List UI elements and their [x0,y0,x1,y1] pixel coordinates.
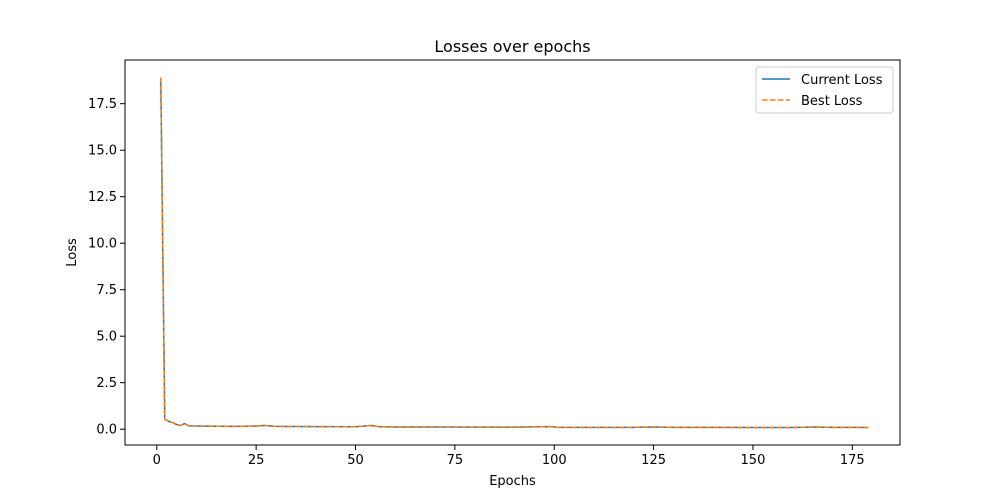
legend-label-current-loss: Current Loss [801,73,883,88]
y-axis-label: Loss [65,238,80,267]
chart-title: Losses over epochs [434,37,590,56]
y-tick-label: 17.5 [88,97,117,112]
plot-area [125,60,900,445]
legend: Current Loss Best Loss [755,66,894,114]
x-tick-label: 50 [347,453,364,468]
x-tick-label: 125 [641,453,666,468]
series-line-best-loss [160,77,869,429]
x-tick-label: 75 [447,453,464,468]
legend-label-best-loss: Best Loss [801,94,863,109]
y-tick-label: 7.5 [96,283,117,298]
series-layer [160,77,869,429]
y-tick-label: 0.0 [96,423,117,438]
x-axis-ticks: 0 25 50 75 100 125 150 175 [153,445,865,468]
y-tick-label: 2.5 [96,376,117,391]
y-axis-ticks: 0.0 2.5 5.0 7.5 10.0 12.5 15.0 17.5 [88,97,125,438]
legend-box [755,66,894,114]
y-tick-label: 5.0 [96,330,117,345]
y-tick-label: 15.0 [88,144,117,159]
x-tick-label: 0 [153,453,161,468]
x-tick-label: 100 [542,453,567,468]
y-tick-label: 10.0 [88,237,117,252]
x-tick-label: 25 [248,453,265,468]
plot-frame [124,59,901,446]
x-tick-label: 175 [840,453,865,468]
x-tick-label: 150 [741,453,766,468]
x-axis-label: Epochs [489,474,536,489]
y-tick-label: 12.5 [88,190,117,205]
